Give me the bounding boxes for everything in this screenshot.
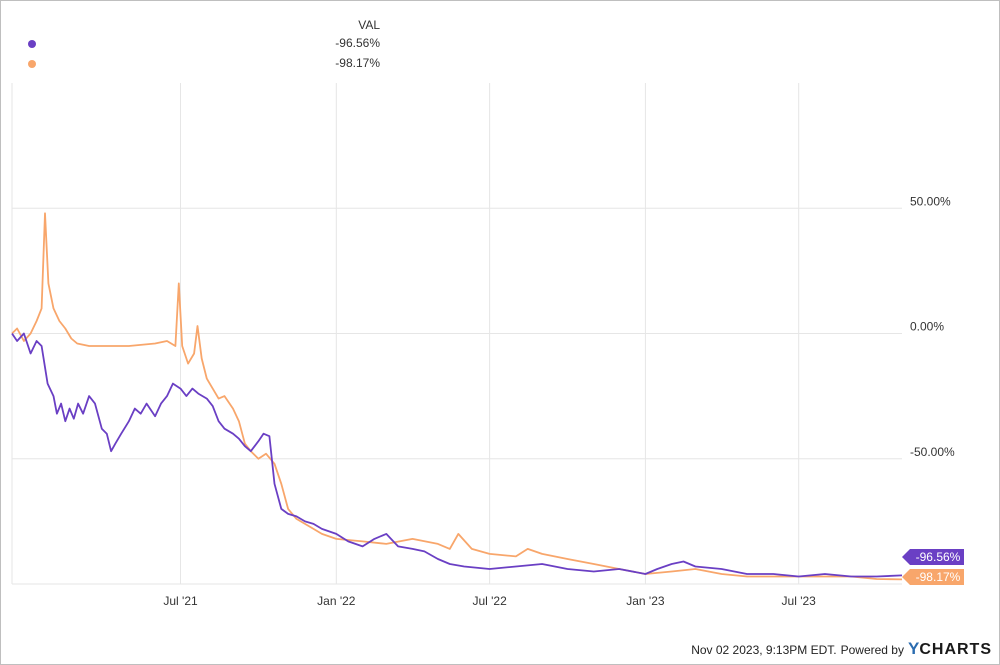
logo-y: Y bbox=[907, 639, 920, 658]
legend-header: VAL bbox=[358, 18, 380, 32]
end-value-label-1: -96.56% bbox=[916, 550, 961, 564]
ycharts-logo: YCHARTS bbox=[908, 639, 992, 659]
end-value-label-2: -98.17% bbox=[916, 570, 961, 584]
legend-value-2: -98.17% bbox=[335, 56, 380, 70]
legend-value-1: -96.56% bbox=[335, 36, 380, 50]
footer-timestamp: Nov 02 2023, 9:13PM EDT. bbox=[691, 643, 837, 657]
y-tick-label: -50.00% bbox=[910, 445, 955, 459]
series-line-1 bbox=[11, 332, 903, 578]
x-tick-label: Jul '21 bbox=[163, 594, 198, 608]
x-tick-label: Jan '22 bbox=[317, 594, 356, 608]
legend-dot-icon-2 bbox=[28, 60, 36, 68]
legend-row-2: -98.17% bbox=[20, 56, 380, 72]
logo-text: CHARTS bbox=[919, 641, 992, 658]
legend-row-1: -96.56% bbox=[20, 36, 380, 52]
end-value-tag-1 bbox=[902, 549, 964, 565]
x-tick-label: Jul '23 bbox=[782, 594, 817, 608]
series-line-2 bbox=[11, 212, 903, 581]
y-tick-label: 0.00% bbox=[910, 320, 944, 334]
footer-powered-by: Powered by bbox=[840, 643, 904, 657]
legend-dot-icon-1 bbox=[28, 40, 36, 48]
y-tick-label: 50.00% bbox=[910, 194, 951, 208]
x-tick-label: Jan '23 bbox=[626, 594, 665, 608]
x-tick-label: Jul '22 bbox=[472, 594, 507, 608]
end-value-tag-2 bbox=[902, 569, 964, 585]
footer: Nov 02 2023, 9:13PM EDT. Powered by YCHA… bbox=[691, 639, 992, 659]
